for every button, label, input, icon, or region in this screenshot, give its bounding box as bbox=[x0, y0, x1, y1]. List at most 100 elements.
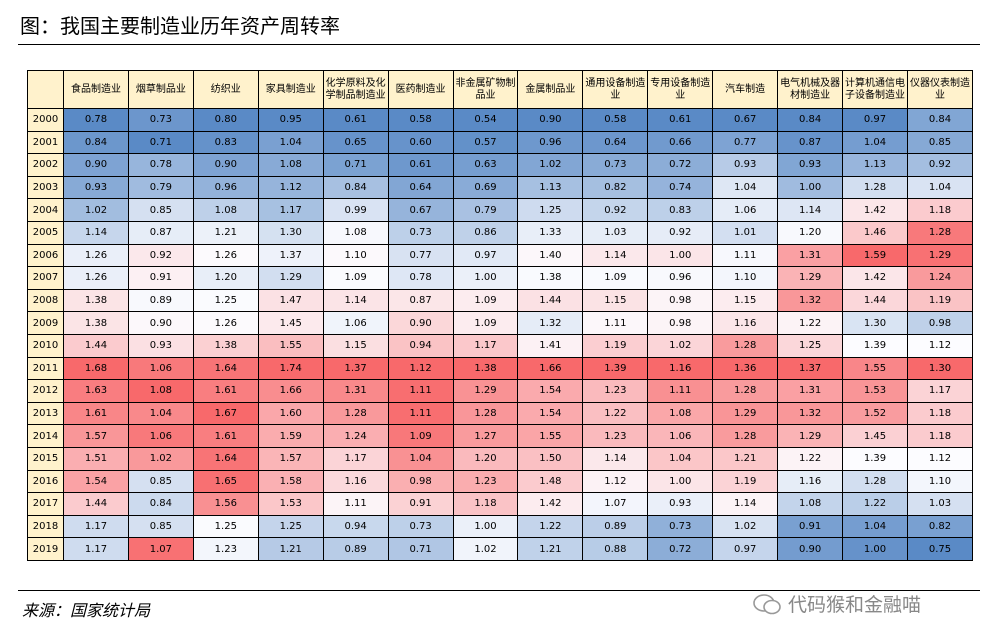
year-cell: 2005 bbox=[27, 220, 64, 245]
value-cell: 0.71 bbox=[322, 153, 389, 177]
value-cell: 0.78 bbox=[63, 108, 129, 132]
value-cell: 0.77 bbox=[387, 243, 454, 268]
value-cell: 1.25 bbox=[257, 514, 324, 539]
value-cell: 1.13 bbox=[517, 175, 584, 200]
value-cell: 1.64 bbox=[192, 446, 259, 471]
value-cell: 0.96 bbox=[517, 130, 584, 155]
watermark: 代码猴和金融喵 bbox=[752, 590, 921, 617]
year-cell: 2006 bbox=[27, 243, 64, 268]
value-cell: 0.72 bbox=[647, 153, 714, 177]
value-cell: 1.18 bbox=[906, 401, 974, 426]
value-cell: 1.54 bbox=[517, 401, 584, 426]
value-cell: 1.04 bbox=[842, 130, 908, 155]
column-header: 专用设备制造业 bbox=[647, 70, 714, 109]
value-cell: 1.20 bbox=[777, 220, 844, 245]
value-cell: 1.09 bbox=[452, 311, 519, 335]
value-cell: 1.24 bbox=[322, 424, 389, 448]
value-cell: 1.20 bbox=[452, 446, 519, 471]
value-cell: 1.38 bbox=[192, 333, 259, 358]
value-cell: 0.64 bbox=[582, 130, 649, 155]
table-row: 2000 0.78 0.73 0.80 0.95 0.61 0.58 0.54 0.90 0.58… bbox=[27, 108, 974, 132]
value-cell: 0.96 bbox=[647, 266, 714, 290]
value-cell: 1.23 bbox=[452, 469, 519, 494]
value-cell: 1.04 bbox=[906, 175, 974, 200]
value-cell: 1.60 bbox=[257, 401, 324, 426]
table-row: 2001 0.84 0.71 0.83 1.04 0.65 0.60 0.57 0.96 0.64… bbox=[27, 130, 974, 155]
value-cell: 1.45 bbox=[257, 311, 324, 335]
value-cell: 0.69 bbox=[452, 175, 519, 200]
value-cell: 1.09 bbox=[322, 266, 389, 290]
year-cell: 2000 bbox=[27, 108, 64, 132]
table-row: 2005 1.14 0.87 1.21 1.30 1.08 0.73 0.86 1.33 1.03… bbox=[27, 220, 974, 245]
value-cell: 1.28 bbox=[712, 424, 779, 448]
value-cell: 0.89 bbox=[322, 537, 389, 561]
value-cell: 0.85 bbox=[127, 198, 194, 222]
value-cell: 0.85 bbox=[127, 469, 194, 494]
value-cell: 1.02 bbox=[127, 446, 194, 471]
value-cell: 1.00 bbox=[842, 537, 908, 561]
value-cell: 1.21 bbox=[517, 537, 584, 561]
value-cell: 1.02 bbox=[712, 514, 779, 539]
value-cell: 1.14 bbox=[582, 243, 649, 268]
value-cell: 1.57 bbox=[257, 446, 324, 471]
value-cell: 1.59 bbox=[257, 424, 324, 448]
value-cell: 0.78 bbox=[387, 266, 454, 290]
value-cell: 1.57 bbox=[63, 424, 129, 448]
value-cell: 1.22 bbox=[777, 446, 844, 471]
value-cell: 1.23 bbox=[582, 379, 649, 403]
value-cell: 1.44 bbox=[517, 288, 584, 313]
value-cell: 0.97 bbox=[452, 243, 519, 268]
value-cell: 0.87 bbox=[387, 288, 454, 313]
value-cell: 1.68 bbox=[63, 356, 129, 381]
value-cell: 0.90 bbox=[127, 311, 194, 335]
value-cell: 1.17 bbox=[452, 333, 519, 358]
value-cell: 0.91 bbox=[127, 266, 194, 290]
value-cell: 0.91 bbox=[777, 514, 844, 539]
year-cell: 2011 bbox=[27, 356, 64, 381]
value-cell: 0.78 bbox=[127, 153, 194, 177]
value-cell: 1.54 bbox=[63, 469, 129, 494]
value-cell: 0.66 bbox=[647, 130, 714, 155]
year-cell: 2001 bbox=[27, 130, 64, 155]
value-cell: 0.86 bbox=[452, 220, 519, 245]
value-cell: 1.26 bbox=[192, 311, 259, 335]
value-cell: 1.53 bbox=[257, 492, 324, 516]
value-cell: 0.87 bbox=[127, 220, 194, 245]
table-row: 2004 1.02 0.85 1.08 1.17 0.99 0.67 0.79 1.25 0.92… bbox=[27, 198, 974, 222]
value-cell: 0.93 bbox=[777, 153, 844, 177]
value-cell: 1.30 bbox=[906, 356, 974, 381]
value-cell: 1.04 bbox=[127, 401, 194, 426]
source: 来源：国家统计局 bbox=[22, 601, 151, 620]
value-cell: 0.79 bbox=[127, 175, 194, 200]
value-cell: 1.25 bbox=[192, 514, 259, 539]
value-cell: 1.30 bbox=[257, 220, 324, 245]
year-cell: 2007 bbox=[27, 266, 64, 290]
value-cell: 0.75 bbox=[906, 537, 974, 561]
watermark-text: 代码猴和金融喵 bbox=[788, 594, 922, 616]
value-cell: 1.21 bbox=[257, 537, 324, 561]
year-cell: 2010 bbox=[27, 333, 64, 358]
value-cell: 1.01 bbox=[712, 220, 779, 245]
value-cell: 0.67 bbox=[712, 108, 779, 132]
value-cell: 1.28 bbox=[712, 333, 779, 358]
value-cell: 0.92 bbox=[906, 153, 974, 177]
value-cell: 1.04 bbox=[257, 130, 324, 155]
value-cell: 1.14 bbox=[63, 220, 129, 245]
value-cell: 1.12 bbox=[257, 175, 324, 200]
value-cell: 0.58 bbox=[387, 108, 454, 132]
value-cell: 0.73 bbox=[647, 514, 714, 539]
value-cell: 1.61 bbox=[63, 401, 129, 426]
footer-rule bbox=[18, 590, 980, 591]
value-cell: 1.06 bbox=[322, 311, 389, 335]
value-cell: 0.90 bbox=[387, 311, 454, 335]
value-cell: 1.39 bbox=[842, 333, 908, 358]
title: 图：我国主要制造业历年资产周转率 bbox=[20, 14, 340, 38]
value-cell: 1.20 bbox=[192, 266, 259, 290]
value-cell: 1.04 bbox=[387, 446, 454, 471]
value-cell: 0.98 bbox=[906, 311, 974, 335]
value-cell: 0.84 bbox=[322, 175, 389, 200]
value-cell: 1.38 bbox=[517, 266, 584, 290]
value-cell: 1.08 bbox=[777, 492, 844, 516]
year-cell: 2004 bbox=[27, 198, 64, 222]
year-cell: 2014 bbox=[27, 424, 64, 448]
